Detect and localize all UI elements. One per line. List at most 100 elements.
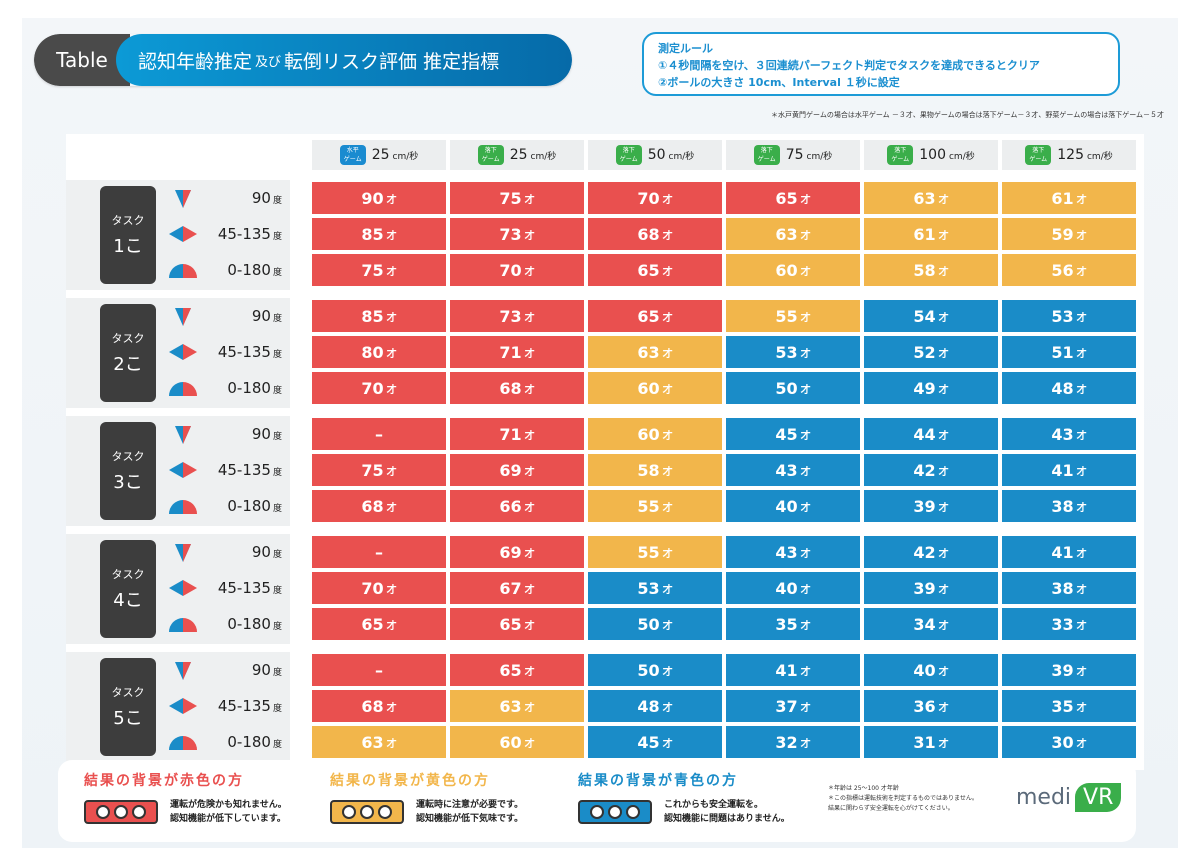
age-value: 73 (499, 224, 522, 244)
age-value: 45 (637, 732, 660, 752)
age-unit: 才 (386, 312, 397, 324)
degree-unit: 度 (272, 386, 282, 396)
age-unit: 才 (386, 466, 397, 478)
angle-value: 0-180 (227, 497, 271, 515)
age-unit: 才 (386, 738, 397, 750)
age-value: 38 (1051, 578, 1074, 598)
age-cell: 63 才 (864, 182, 998, 214)
age-unit: 才 (524, 502, 535, 514)
task-label: タスク 3こ (100, 422, 156, 520)
legend-red-line2: 認知機能が低下しています。 (170, 814, 286, 824)
legend: 結果の背景が赤色の方 運転が危険かも知れません。 認知機能が低下しています。 結… (58, 760, 1136, 842)
task-label: タスク 1こ (100, 186, 156, 284)
age-value: 58 (637, 460, 660, 480)
age-value: 51 (1051, 342, 1074, 362)
age-cell: 32 才 (726, 726, 860, 758)
angle-90-icon (166, 186, 200, 210)
age-value: 35 (775, 614, 798, 634)
age-value: 56 (1051, 260, 1074, 280)
age-value: 58 (913, 260, 936, 280)
rules-line-2: ②ボールの大きさ 10cm、Interval １秒に設定 (658, 76, 900, 89)
task-label-top: タスク (111, 214, 145, 227)
estimate-table: 水平 ゲーム 25 cm/秒 落下 ゲーム 25 cm/秒 落下 ゲーム 50 cm/秒 落下 ゲーム 75… (66, 134, 1144, 770)
age-cell: 65 才 (588, 254, 722, 286)
age-unit: 才 (800, 194, 811, 206)
age-value: 33 (1051, 614, 1074, 634)
legend-notes: ＊年齢は 25～100 才年齢 ＊この指標は運転技術を判定するものではありません… (828, 784, 978, 814)
age-cell: 41 才 (1002, 536, 1136, 568)
age-value: 68 (499, 378, 522, 398)
age-cell: 58 才 (864, 254, 998, 286)
age-cell: 73 才 (450, 300, 584, 332)
age-cell: 69 才 (450, 536, 584, 568)
angle-0-180-icon (166, 494, 200, 518)
age-cell: 65 才 (312, 608, 446, 640)
age-unit: 才 (800, 312, 811, 324)
age-unit: 才 (524, 702, 535, 714)
age-unit: 才 (1076, 548, 1087, 560)
age-cell: 41 才 (726, 654, 860, 686)
task-label: タスク 5こ (100, 658, 156, 756)
age-cell: 65 才 (450, 654, 584, 686)
legend-yellow: 結果の背景が黄色の方 運転時に注意が必要です。 認知機能が低下気味です。 (330, 770, 523, 826)
age-unit: 才 (938, 666, 949, 678)
age-unit: 才 (1076, 430, 1087, 442)
speed-unit: cm/秒 (668, 151, 695, 162)
age-cell: 39 才 (1002, 654, 1136, 686)
age-value: 71 (499, 342, 522, 362)
age-unit: 才 (938, 194, 949, 206)
age-cell: 50 才 (588, 654, 722, 686)
age-cell: 38 才 (1002, 490, 1136, 522)
age-cell: 33 才 (1002, 608, 1136, 640)
age-unit: 才 (1076, 266, 1087, 278)
angle-90-icon (166, 540, 200, 564)
task-block-1: タスク 1こ 90 度 90 才 75 才 70 才 65 才 63 才 61 才 45-135 度 85 才 73 才 6… (66, 178, 1144, 292)
age-unit: 才 (662, 384, 673, 396)
table-row: 90 度 –65 才 50 才 41 才 40 才 39 才 (66, 654, 1144, 686)
age-unit: 才 (662, 502, 673, 514)
speed-unit: cm/秒 (1086, 151, 1113, 162)
age-value: 73 (499, 306, 522, 326)
age-unit: 才 (800, 430, 811, 442)
rules-line-1: ①４秒間隔を空け、３回連続パーフェクト判定でタスクを達成できるとクリア (658, 59, 1040, 72)
task-label-top: タスク (111, 568, 145, 581)
table-row: 90 度 –71 才 60 才 45 才 44 才 43 才 (66, 418, 1144, 450)
age-value: 53 (637, 578, 660, 598)
age-value: 43 (1051, 424, 1074, 444)
age-cell: 56 才 (1002, 254, 1136, 286)
age-unit: 才 (1076, 348, 1087, 360)
age-value: 55 (637, 496, 660, 516)
age-unit: 才 (662, 738, 673, 750)
age-cell: 45 才 (726, 418, 860, 450)
age-cell: 71 才 (450, 336, 584, 368)
column-header-4: 落下 ゲーム 75 cm/秒 (726, 140, 860, 170)
degree-unit: 度 (272, 350, 282, 360)
age-cell: 61 才 (1002, 182, 1136, 214)
angle-90-icon (166, 422, 200, 446)
age-cell: 40 才 (726, 572, 860, 604)
age-unit: 才 (386, 384, 397, 396)
age-cell: 51 才 (1002, 336, 1136, 368)
age-unit: 才 (938, 620, 949, 632)
age-value: 85 (361, 306, 384, 326)
age-value: 67 (499, 578, 522, 598)
legend-note-3: 結果に関わらず安全運転を心がけてください。 (828, 805, 954, 812)
angle-cell: 90 度 (162, 654, 290, 686)
task-label: タスク 2こ (100, 304, 156, 402)
age-cell: 80 才 (312, 336, 446, 368)
age-unit: 才 (800, 738, 811, 750)
age-unit: 才 (800, 666, 811, 678)
age-cell: 50 才 (588, 608, 722, 640)
age-value: 30 (1051, 732, 1074, 752)
angle-value: 45-135 (217, 697, 271, 715)
speed-unit: cm/秒 (948, 151, 975, 162)
angle-cell: 45-135 度 (162, 690, 290, 722)
age-unit: 才 (938, 348, 949, 360)
angle-value: 0-180 (227, 379, 271, 397)
angle-value: 0-180 (227, 261, 271, 279)
angle-45-135-icon (166, 340, 200, 364)
medivr-logo: medi VR (1008, 776, 1122, 818)
task-label-top: タスク (111, 450, 145, 463)
age-value: 35 (1051, 696, 1074, 716)
angle-cell: 90 度 (162, 536, 290, 568)
